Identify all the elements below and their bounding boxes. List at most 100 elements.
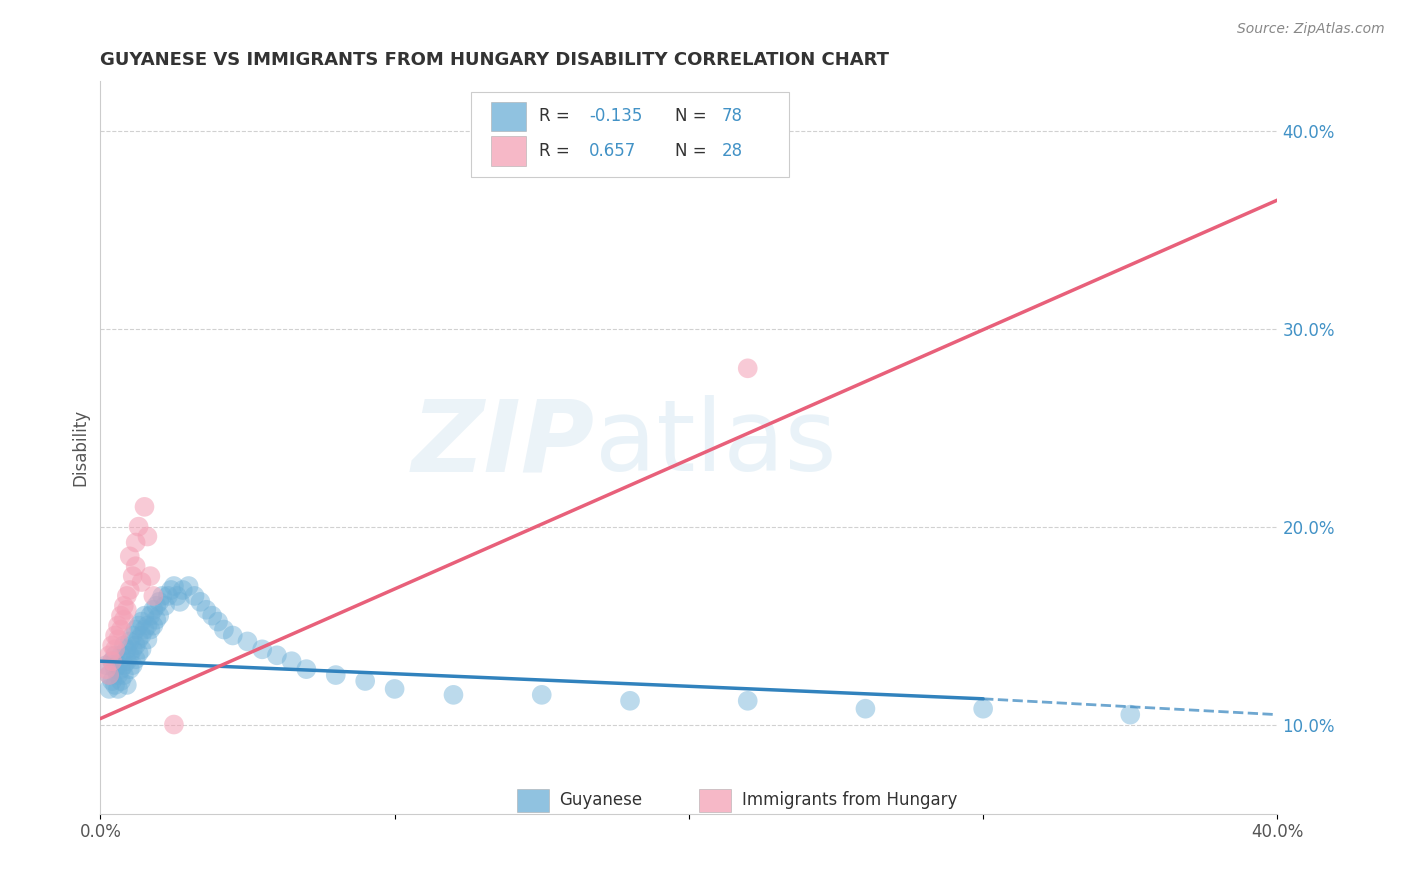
- Point: [1119, 707, 1142, 722]
- Point: [104, 628, 127, 642]
- Point: [142, 603, 165, 617]
- Point: [110, 608, 132, 623]
- Point: [104, 648, 127, 663]
- Point: [148, 595, 170, 609]
- Point: [101, 654, 124, 668]
- Text: R =: R =: [540, 108, 575, 126]
- Y-axis label: Disability: Disability: [72, 409, 89, 486]
- Point: [530, 688, 553, 702]
- Point: [124, 623, 146, 637]
- Text: 28: 28: [721, 142, 742, 160]
- Point: [160, 582, 183, 597]
- Point: [121, 642, 143, 657]
- Point: [855, 702, 877, 716]
- Point: [118, 634, 141, 648]
- Point: [115, 603, 138, 617]
- Point: [619, 694, 641, 708]
- Point: [115, 654, 138, 668]
- FancyBboxPatch shape: [491, 102, 526, 131]
- Point: [131, 575, 153, 590]
- Point: [118, 549, 141, 564]
- FancyBboxPatch shape: [517, 789, 548, 812]
- Point: [107, 632, 129, 647]
- Point: [134, 608, 156, 623]
- Point: [972, 702, 994, 716]
- Point: [148, 608, 170, 623]
- Point: [107, 668, 129, 682]
- Point: [131, 642, 153, 657]
- Point: [236, 634, 259, 648]
- Point: [201, 608, 224, 623]
- Point: [98, 668, 121, 682]
- Text: N =: N =: [675, 108, 711, 126]
- Point: [295, 662, 318, 676]
- Point: [443, 688, 465, 702]
- Point: [128, 632, 150, 647]
- Text: -0.135: -0.135: [589, 108, 643, 126]
- Point: [112, 599, 135, 613]
- Point: [134, 500, 156, 514]
- Point: [110, 623, 132, 637]
- Point: [118, 662, 141, 676]
- Point: [163, 579, 186, 593]
- Point: [139, 623, 162, 637]
- Point: [183, 589, 205, 603]
- Point: [112, 613, 135, 627]
- Point: [98, 668, 121, 682]
- Point: [128, 519, 150, 533]
- Point: [115, 678, 138, 692]
- Point: [128, 646, 150, 660]
- Point: [96, 662, 118, 676]
- Point: [121, 569, 143, 583]
- Text: atlas: atlas: [595, 395, 837, 492]
- Point: [124, 535, 146, 549]
- Point: [124, 652, 146, 666]
- Point: [190, 595, 212, 609]
- Point: [124, 559, 146, 574]
- Point: [112, 658, 135, 673]
- Point: [136, 618, 159, 632]
- Point: [121, 628, 143, 642]
- Point: [96, 658, 118, 673]
- Text: Source: ZipAtlas.com: Source: ZipAtlas.com: [1237, 22, 1385, 37]
- Point: [325, 668, 347, 682]
- Text: ZIP: ZIP: [412, 395, 595, 492]
- Point: [104, 642, 127, 657]
- Point: [139, 608, 162, 623]
- Point: [166, 589, 188, 603]
- Text: R =: R =: [540, 142, 575, 160]
- FancyBboxPatch shape: [491, 136, 526, 166]
- Point: [163, 717, 186, 731]
- Point: [136, 632, 159, 647]
- Text: Guyanese: Guyanese: [560, 791, 643, 809]
- Point: [131, 628, 153, 642]
- Point: [110, 662, 132, 676]
- Point: [98, 648, 121, 663]
- Point: [131, 615, 153, 629]
- Point: [110, 648, 132, 663]
- Point: [384, 681, 406, 696]
- Text: GUYANESE VS IMMIGRANTS FROM HUNGARY DISABILITY CORRELATION CHART: GUYANESE VS IMMIGRANTS FROM HUNGARY DISA…: [100, 51, 890, 69]
- Point: [172, 582, 194, 597]
- Point: [157, 589, 180, 603]
- Point: [354, 673, 377, 688]
- Point: [110, 673, 132, 688]
- Point: [142, 618, 165, 632]
- Point: [104, 678, 127, 692]
- Point: [118, 582, 141, 597]
- Point: [195, 603, 218, 617]
- Point: [169, 595, 191, 609]
- Point: [118, 648, 141, 663]
- Point: [145, 599, 167, 613]
- Point: [142, 589, 165, 603]
- Text: N =: N =: [675, 142, 711, 160]
- Point: [153, 599, 176, 613]
- Point: [212, 623, 235, 637]
- Point: [139, 569, 162, 583]
- Point: [150, 589, 173, 603]
- Text: 78: 78: [721, 108, 742, 126]
- Point: [222, 628, 245, 642]
- Point: [101, 654, 124, 668]
- Point: [115, 589, 138, 603]
- Point: [737, 361, 759, 376]
